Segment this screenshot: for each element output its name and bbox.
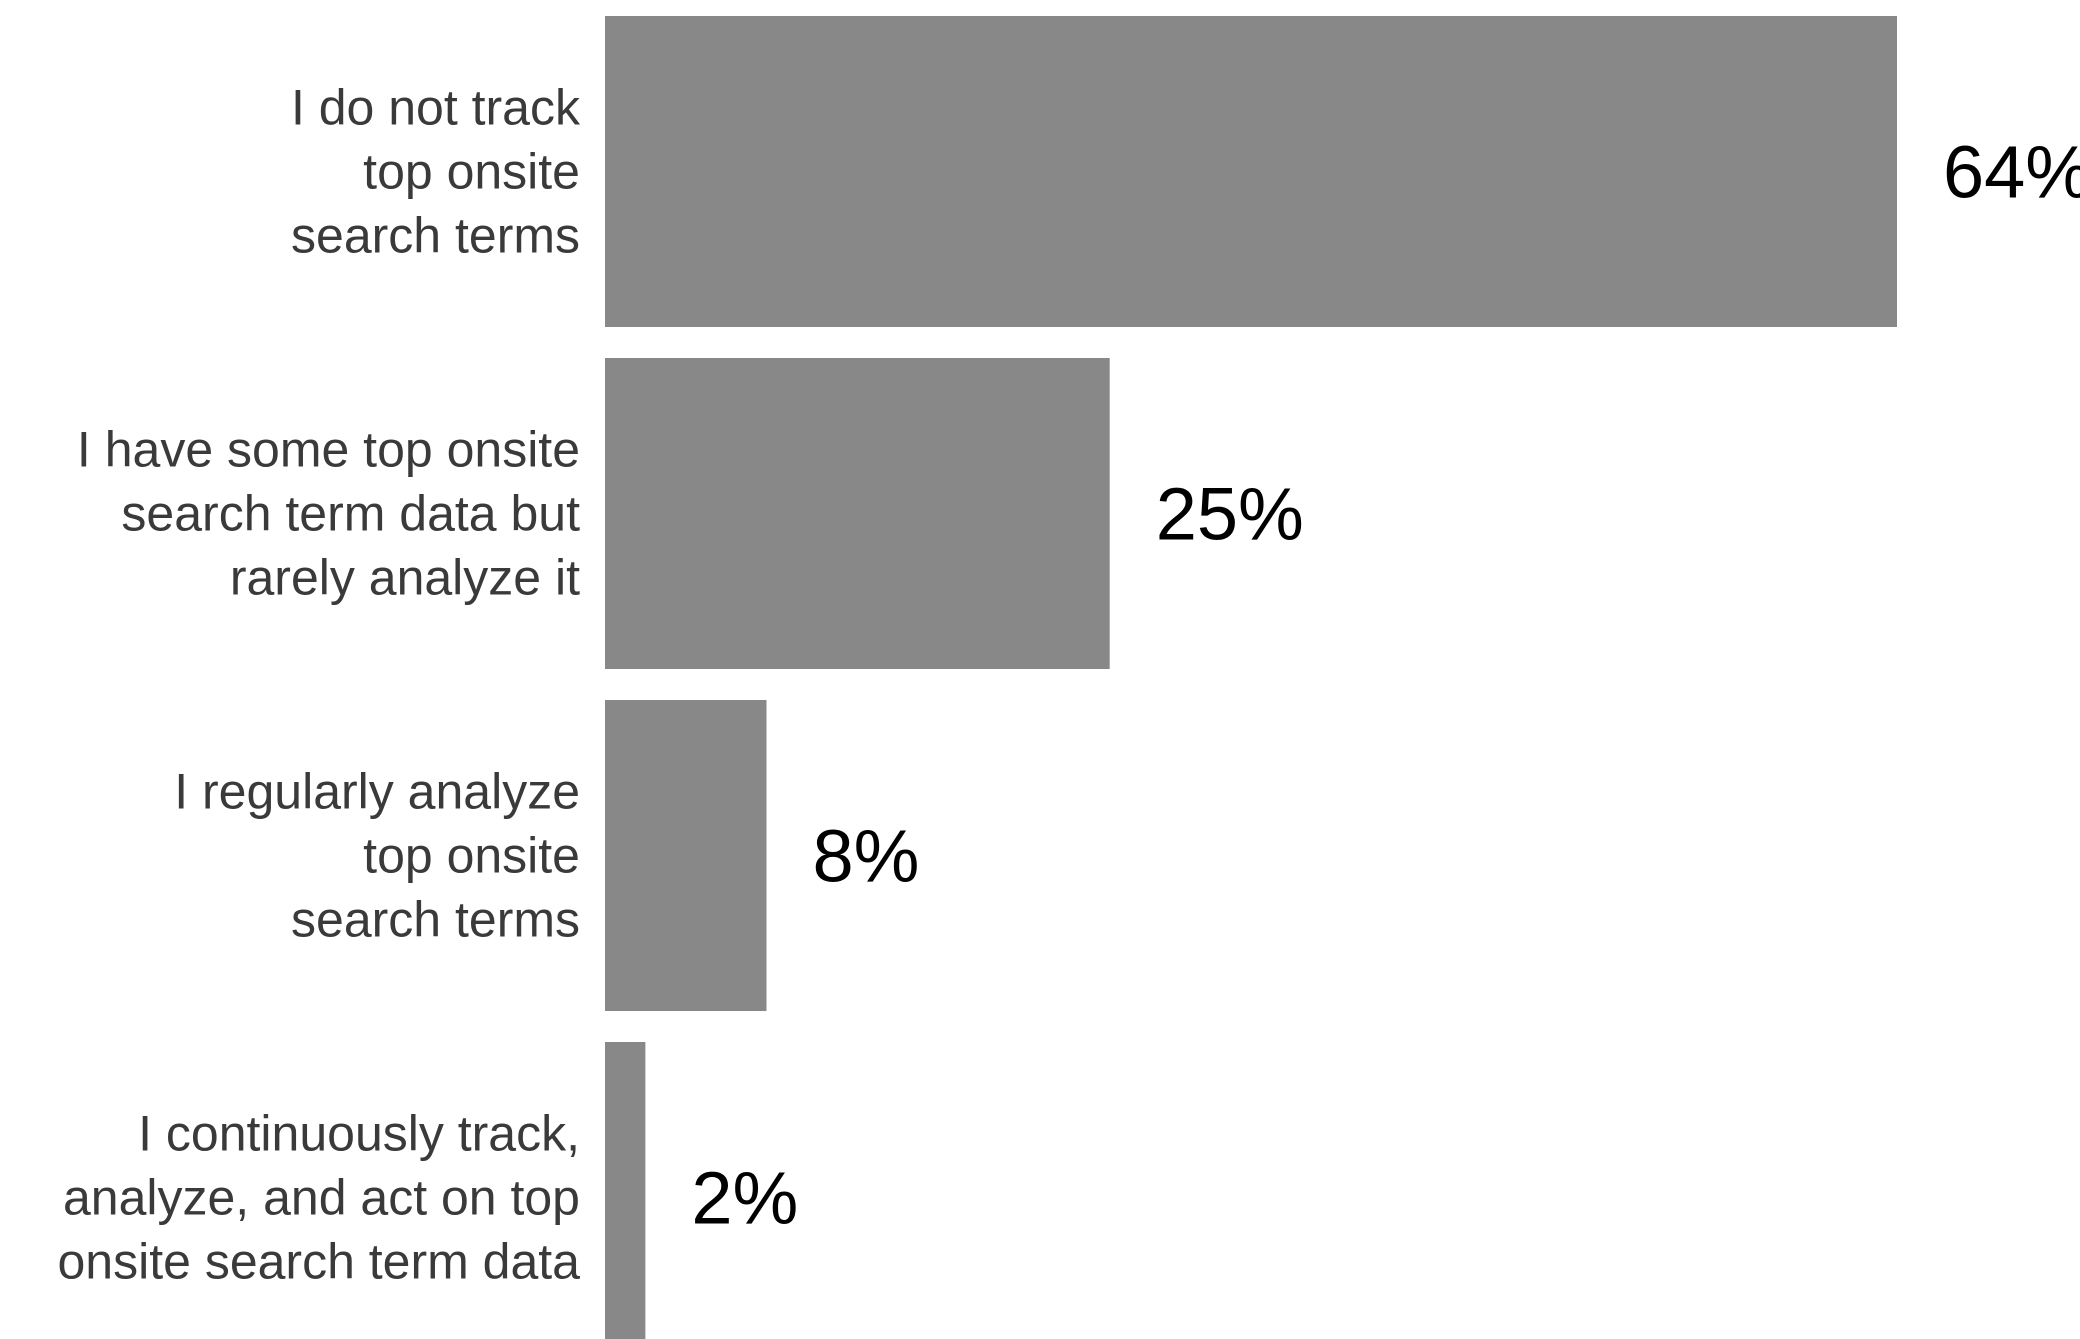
category-label-4: I continuously track, analyze, and act on…: [58, 1106, 581, 1290]
value-labels-group: 64% 25% 8% 2%: [691, 131, 2080, 1240]
category-labels-group: I do not track top onsite search terms I ha…: [58, 80, 581, 1290]
category-label-line: search term data but: [121, 486, 580, 542]
bar-4: [605, 1042, 646, 1339]
value-label-1: 64%: [1943, 131, 2080, 214]
value-label-2: 25%: [1156, 473, 1304, 556]
bar-1: [605, 16, 1897, 327]
category-label-line: rarely analyze it: [230, 550, 580, 606]
category-label-line: I regularly analyze: [174, 764, 580, 820]
category-label-line: I do not track: [291, 80, 581, 136]
bar-3: [605, 700, 767, 1011]
value-label-3: 8%: [813, 815, 920, 898]
value-label-4: 2%: [691, 1157, 798, 1240]
category-label-2: I have some top onsite search term data b…: [77, 422, 580, 606]
category-label-1: I do not track top onsite search terms: [291, 80, 581, 264]
category-label-line: onsite search term data: [58, 1234, 581, 1290]
category-label-line: search terms: [291, 208, 580, 264]
category-label-line: search terms: [291, 892, 580, 948]
category-label-line: top onsite: [363, 144, 580, 200]
category-label-3: I regularly analyze top onsite search term…: [174, 764, 580, 948]
category-label-line: I continuously track,: [138, 1106, 580, 1162]
category-label-line: I have some top onsite: [77, 422, 580, 478]
category-label-line: top onsite: [363, 828, 580, 884]
bar-2: [605, 358, 1110, 669]
category-label-line: analyze, and act on top: [63, 1170, 580, 1226]
bars-group: [605, 16, 1897, 1339]
